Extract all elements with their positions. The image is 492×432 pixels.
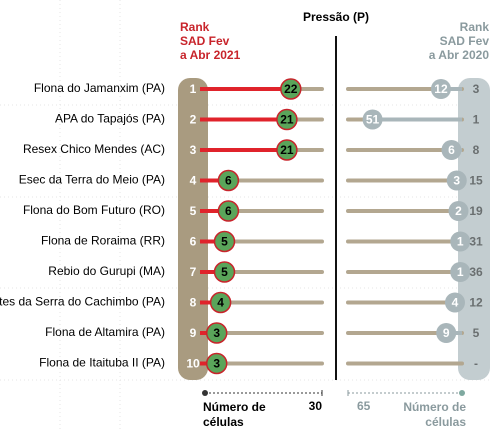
dot-2020	[430, 79, 451, 99]
rank: 7	[190, 265, 197, 279]
dot-2020	[362, 109, 383, 130]
dot	[205, 322, 228, 344]
dot-2020	[450, 262, 471, 282]
value-label: 6	[225, 174, 232, 188]
rank: 6	[190, 235, 197, 249]
category-label: APA do Tapajós (PA)	[55, 112, 165, 126]
value-label: 6	[225, 204, 232, 218]
rank-2020: 5	[473, 326, 480, 340]
rank: 5	[190, 204, 197, 218]
rank-header: Rank	[460, 20, 490, 34]
rank: 4	[190, 174, 197, 188]
rank: 8	[190, 296, 197, 310]
rank-2020: 19	[469, 204, 483, 218]
rank-2020: 15	[469, 174, 483, 188]
dot-2020	[441, 140, 462, 160]
dot	[217, 169, 240, 192]
rank: 9	[190, 326, 197, 340]
dot-2020	[446, 170, 467, 191]
dot	[217, 200, 240, 222]
category-label: Flona de Itaituba II (PA)	[39, 356, 165, 370]
value-label-2020: 6	[448, 143, 455, 157]
value-label-2020: 4	[452, 296, 459, 310]
dot	[276, 139, 298, 161]
category-label: Flona de Roraima (RR)	[41, 234, 165, 248]
value-label: 5	[221, 265, 228, 279]
category-label: Flona do Bom Futuro (RO)	[23, 203, 165, 217]
rank-2020: 36	[469, 265, 483, 279]
value-label: 21	[280, 143, 294, 157]
value-label: 22	[284, 82, 298, 96]
value-label-2020: 1	[457, 265, 464, 279]
dot	[205, 352, 228, 375]
value-label-2020: 3	[453, 174, 460, 188]
rank-header: SAD Fev	[440, 34, 490, 48]
rank-2020: 3	[473, 82, 480, 96]
value-label-2020: 2	[455, 204, 462, 218]
rank-header: SAD Fev	[180, 34, 230, 48]
x2-axis-start	[459, 390, 465, 396]
x-tick-label: 30	[309, 399, 323, 413]
rank-header: a Abr 2020	[429, 48, 490, 62]
category-label: entes da Serra do Cachimbo (PA)	[0, 295, 165, 309]
rank-badge-2020	[458, 78, 490, 380]
value-label: 3	[213, 357, 220, 371]
rank-2020: 8	[473, 143, 480, 157]
value-label: 21	[280, 113, 294, 127]
rank: 1	[190, 82, 197, 96]
value-label-2020: 1	[457, 235, 464, 249]
rank-2020: -	[474, 357, 478, 371]
rank: 3	[190, 143, 197, 157]
rank-header: Rank	[180, 20, 210, 34]
value-label-2020: 12	[434, 82, 448, 96]
value-label: 5	[221, 235, 228, 249]
value-label: 4	[217, 296, 224, 310]
rank-2020: 31	[469, 235, 483, 249]
value-label-2020: 51	[366, 113, 380, 127]
category-label: Flona do Jamanxim (PA)	[34, 81, 165, 95]
value-label: 3	[213, 326, 220, 340]
x-axis-label: células	[203, 415, 244, 429]
dot-2020	[444, 292, 465, 313]
x2-tick-label: 65	[357, 399, 371, 413]
dot	[276, 108, 298, 131]
dot	[213, 261, 236, 283]
chart-title: Pressão (P)	[303, 10, 369, 24]
dot-2020	[436, 323, 457, 343]
x2-axis-label: células	[425, 415, 466, 429]
dot-2020	[448, 201, 469, 221]
x-axis-start	[202, 390, 208, 396]
category-label: Flona de Altamira (PA)	[45, 325, 165, 339]
x2-axis-label: Número de	[403, 400, 466, 414]
category-label: Resex Chico Mendes (AC)	[23, 142, 165, 156]
dot-2020	[450, 231, 471, 252]
category-label: Esec da Terra do Meio (PA)	[19, 173, 165, 187]
x-axis-label: Número de	[203, 400, 266, 414]
dot	[280, 78, 302, 100]
dot	[213, 230, 236, 253]
rank-2020: 1	[473, 113, 480, 127]
value-label-2020: 9	[443, 326, 450, 340]
rank: 2	[190, 113, 197, 127]
category-label: Rebio do Gurupi (MA)	[48, 264, 165, 278]
rank-header: a Abr 2021	[180, 48, 241, 62]
rank: 10	[186, 357, 200, 371]
rank-2020: 12	[469, 296, 483, 310]
dot	[209, 291, 232, 314]
